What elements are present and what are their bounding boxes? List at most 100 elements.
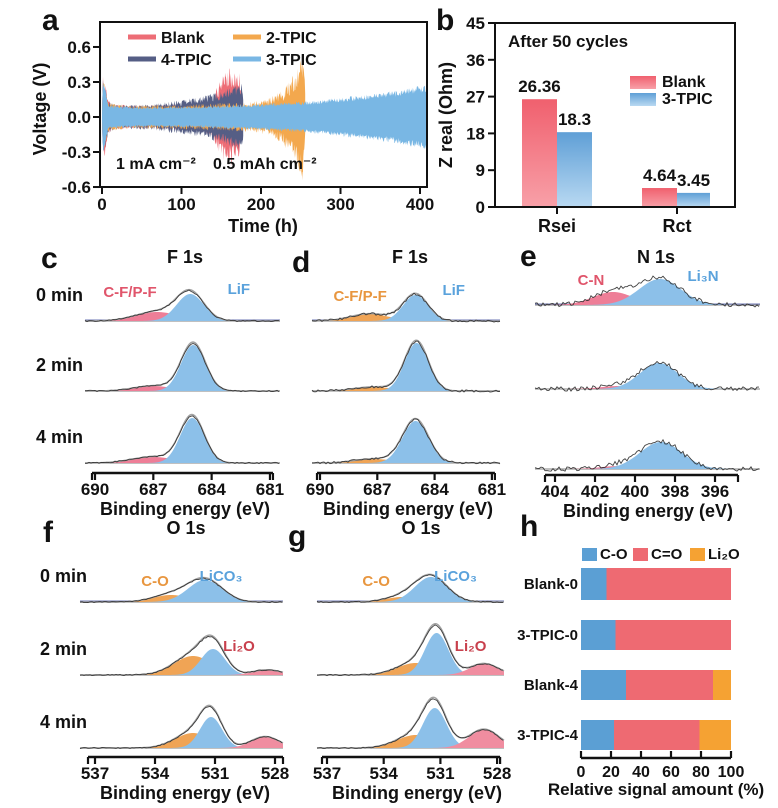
x-tick-label: 681: [256, 480, 284, 499]
peak-C-N: [535, 386, 760, 389]
panel-c: c F 1s C-F/P-F LiF 0 min 2 min 4 min 690 687 684…: [35, 242, 285, 520]
panel-a-chart: 0 100 200 300 400 0.6 0.3 0.0 -0.3 -0.6 Time (h) Vo…: [30, 21, 434, 236]
spectrum-row-0: [316, 573, 504, 604]
bar-value-label: 26.36: [518, 77, 561, 96]
x-axis-label: Binding energy (eV): [100, 499, 270, 519]
peak-C-O: [317, 735, 504, 748]
bar-value-label: 18.3: [558, 110, 591, 129]
bar-Blank-4-C=O: [626, 670, 713, 700]
peak-LiF: [312, 343, 500, 391]
category-label: Blank-0: [524, 576, 578, 593]
x-tick-label: 531: [426, 764, 454, 783]
x-tick-label: 396: [701, 482, 729, 501]
panel-title: O 1s: [166, 518, 205, 538]
bar-value-label: 4.64: [643, 166, 677, 185]
panel-title: N 1s: [637, 247, 675, 267]
peak-LiF: [312, 421, 500, 463]
panel-g: g O 1s C-O LiCO₃ Li₂O 537 534 531 528 Binding en…: [282, 518, 527, 808]
peak-LiF: [85, 294, 280, 321]
x-tick-label: 690: [306, 480, 334, 499]
category-label: 3-TPIC-4: [517, 727, 579, 744]
row-label: 0 min: [36, 285, 83, 305]
panel-e-letter: e: [520, 240, 537, 273]
x-axis-label: Binding energy (eV): [323, 499, 493, 519]
x-tick-label: 684: [420, 480, 449, 499]
bar-3-TPIC-0-C=O: [615, 620, 731, 650]
x-tick-label: 0: [577, 764, 586, 781]
panel-g-letter: g: [288, 520, 307, 553]
panel-e: e N 1s C-N Li₃N 404 402 400 398 396 Binding ener…: [520, 242, 778, 521]
legend-label: C-O: [600, 546, 628, 563]
legend-label: Li₂O: [708, 546, 740, 563]
raw-data-trace: [316, 698, 504, 750]
y-tick-label: -0.6: [62, 178, 91, 197]
y-tick-label: 45: [466, 14, 485, 33]
x-tick-label: 400: [621, 482, 649, 501]
panel-f-letter: f: [43, 516, 53, 549]
peak-C-F/P-F: [85, 457, 280, 463]
category-label: Rsei: [538, 216, 576, 236]
panel-title: F 1s: [392, 247, 428, 267]
spectrum-row-1: [84, 341, 280, 393]
peak-annotation: C-N: [578, 272, 605, 289]
legend-swatch-Blank: [630, 76, 656, 89]
x-tick-label: 687: [139, 480, 167, 499]
x-tick-label: 400: [406, 195, 434, 214]
peak-annotation: LiF: [228, 281, 251, 298]
spectrum-row-1: [534, 360, 760, 392]
row-label: 0 min: [40, 566, 87, 586]
panel-b: b 26.36 18.3 4.64 3.45 0 9 18 27 36 45 Rsei Rct Z re…: [430, 6, 775, 244]
peak-LiCO3: [80, 580, 283, 602]
raw-data-trace: [79, 577, 283, 604]
spectrum-row-2: [84, 413, 280, 465]
x-tick-label: 690: [81, 480, 109, 499]
legend-label: 2-TPIC: [266, 30, 317, 47]
x-axis-label: Time (h): [228, 216, 298, 236]
peak-C-F/P-F: [85, 386, 280, 391]
y-tick-label: 0: [476, 198, 485, 217]
y-tick-label: 18: [466, 124, 485, 143]
x-tick-label: 684: [197, 480, 226, 499]
peak-annotation: C-F/P-F: [103, 284, 156, 301]
bar-Blank-4-Li₂O: [713, 670, 731, 700]
series-3-TPIC: [102, 82, 427, 151]
peak-LiF: [85, 418, 280, 463]
row-label: 2 min: [40, 639, 87, 659]
panel-c-chart: F 1s C-F/P-F LiF 0 min 2 min 4 min 690 687 684 68…: [36, 247, 284, 519]
x-axis-label: Relative signal amount (%): [548, 780, 764, 799]
raw-data-trace: [84, 289, 280, 323]
legend-label: C=O: [651, 546, 683, 563]
peak-Li2O: [317, 664, 504, 675]
x-tick-label: 534: [370, 764, 399, 783]
spectrum-row-1: [79, 634, 284, 677]
peak-C-O: [317, 663, 504, 675]
peak-annotation: C-O: [141, 573, 169, 590]
x-tick-label: 80: [692, 764, 710, 781]
y-tick-label: 0.6: [67, 38, 91, 57]
peak-LiCO3: [80, 649, 283, 675]
bar-3-TPIC-0-C-O: [581, 620, 616, 650]
x-axis: [320, 755, 502, 764]
x-axis: [579, 751, 733, 760]
row-label: 4 min: [40, 712, 87, 732]
panel-d-letter: d: [292, 246, 311, 279]
y-tick-label: 9: [476, 161, 485, 180]
x-tick-label: 40: [632, 764, 650, 781]
x-tick-label: 20: [602, 764, 620, 781]
peak-C-N: [535, 466, 760, 469]
panel-f-chart: O 1s C-O LiCO₃ 0 min Li₂O 2 min 4 min 537 534 531…: [40, 518, 289, 803]
peak-C-F/P-F: [312, 314, 500, 321]
peak-annotation: Li₂O: [223, 638, 255, 655]
x-tick-label: 402: [581, 482, 609, 501]
spectrum-row-2: [79, 704, 284, 750]
category-label: Rct: [662, 216, 691, 236]
x-tick-label: 531: [201, 764, 229, 783]
panel-b-letter: b: [436, 4, 455, 37]
x-axis: [543, 473, 740, 482]
bar-3-TPIC-4-C=O: [614, 720, 700, 750]
bar-Blank-0-C=O: [606, 568, 731, 600]
panel-c-letter: c: [41, 242, 58, 275]
bar-Rsei-Blank: [522, 99, 557, 207]
raw-data-trace: [316, 624, 504, 677]
